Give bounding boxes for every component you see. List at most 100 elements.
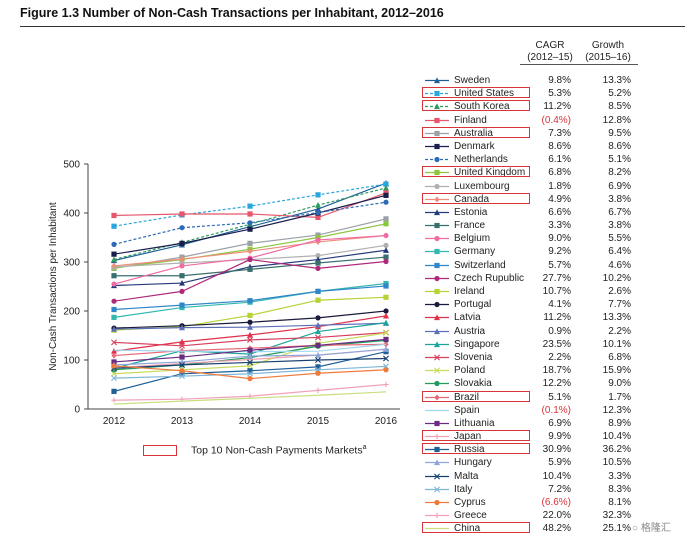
- y-tick-label: 300: [63, 258, 80, 269]
- data-point-russia: [179, 371, 185, 377]
- legend-swatch-france: [425, 222, 449, 229]
- data-point-france: [315, 260, 321, 266]
- legend-item-south-korea: South Korea 11.2% 8.5%: [422, 100, 694, 113]
- cagr-value: 9.8%: [548, 75, 571, 86]
- growth-value: 32.3%: [602, 510, 631, 522]
- cagr-value: 5.1%: [548, 391, 571, 403]
- data-point-czech-rupublic: [179, 288, 185, 294]
- cagr-value: 27.7%: [542, 272, 571, 284]
- legend-label: Slovakia: [454, 378, 492, 390]
- growth-value: 6.9%: [608, 180, 631, 192]
- legend-label: Malta: [454, 470, 479, 482]
- legend-swatch-marker: [434, 157, 440, 163]
- cagr-value: 2.2%: [548, 351, 571, 363]
- data-point-ireland: [247, 312, 253, 319]
- data-point-netherlands: [247, 220, 253, 226]
- growth-value: 8.3%: [608, 483, 631, 495]
- title-divider: [20, 26, 685, 27]
- data-point-lithuania: [383, 336, 389, 343]
- cagr-value: 12.2%: [542, 378, 571, 390]
- legend-swatch-belgium: [425, 236, 449, 242]
- legend-swatch-marker: [434, 209, 440, 215]
- legend-item-estonia: Estonia 6.6% 6.7%: [422, 206, 694, 219]
- data-point-cyprus: [179, 368, 185, 374]
- legend-swatch-marker: [434, 473, 440, 480]
- cagr-value: (6.6%): [541, 497, 571, 508]
- legend-swatch-marker: [434, 183, 440, 189]
- legend-swatch-hungary: [425, 459, 449, 466]
- top10-highlight-box: [422, 430, 530, 442]
- growth-value: 7.7%: [608, 299, 631, 311]
- legend-swatch-austria: [425, 327, 449, 334]
- data-point-sweden: [315, 205, 321, 212]
- top10-highlight-box: [422, 87, 530, 99]
- x-tick-label: 2016: [375, 416, 398, 427]
- legend-item-finland: Finland (0.4%) 12.8%: [422, 114, 694, 127]
- legend-item-singapore: Singapore 23.5% 10.1%: [422, 338, 694, 351]
- legend-item-netherlands: Netherlands 6.1% 5.1%: [422, 153, 694, 166]
- data-point-australia: [247, 240, 253, 246]
- cagr-value: 10.4%: [542, 470, 571, 482]
- data-point-australia: [383, 216, 389, 222]
- growth-header: Growth (2015–16): [578, 40, 638, 65]
- cagr-value: 6.1%: [548, 154, 571, 166]
- data-point-brazil: [111, 352, 117, 359]
- data-point-portugal: [247, 319, 253, 325]
- legend-item-greece: Greece 22.0% 32.3%: [422, 509, 694, 522]
- legend-label: Luxembourg: [454, 180, 510, 192]
- data-point-switzerland: [179, 302, 185, 308]
- data-point-russia: [315, 364, 321, 370]
- cagr-value: 6.9%: [548, 417, 571, 429]
- growth-value: 12.3%: [602, 404, 631, 416]
- data-point-czech-rupublic: [315, 265, 321, 271]
- legend-item-portugal: Portugal 4.1% 7.7%: [422, 298, 694, 311]
- data-point-denmark: [111, 251, 117, 257]
- cagr-value: 48.2%: [542, 523, 571, 535]
- legend-label: Germany: [454, 246, 496, 258]
- legend-swatch-marker: [434, 367, 440, 374]
- data-point-austria: [247, 324, 253, 330]
- growth-value: 10.2%: [602, 272, 631, 284]
- footnote-superscript: a: [362, 444, 367, 451]
- legend-label: Italy: [454, 483, 473, 495]
- data-point-cyprus: [383, 367, 389, 373]
- series-greece: [111, 381, 389, 403]
- legend-label: China: [454, 523, 481, 535]
- growth-value: 4.6%: [608, 259, 631, 271]
- legend-item-russia: Russia 30.9% 36.2%: [422, 443, 694, 456]
- legend-label: United States: [454, 88, 515, 100]
- legend-label: Ireland: [454, 286, 485, 297]
- growth-header-line2: (2015–16): [578, 52, 638, 65]
- data-point-cyprus: [111, 363, 117, 369]
- legend-item-cyprus: Cyprus (6.6%) 8.1%: [422, 496, 694, 509]
- data-point-france: [383, 254, 389, 260]
- data-point-malta: [383, 355, 389, 362]
- legend-item-poland: Poland 18.7% 15.9%: [422, 364, 694, 377]
- legend-swatch-marker: [434, 222, 440, 229]
- legend-swatch-singapore: [425, 341, 449, 347]
- growth-value: 1.7%: [608, 391, 631, 403]
- series-cyprus: [111, 363, 389, 382]
- legend-label: Greece: [454, 510, 487, 522]
- legend-label: Spain: [454, 404, 480, 416]
- data-point-estonia: [179, 279, 185, 286]
- data-point-latvia: [111, 348, 117, 354]
- legend-swatch-marker: [434, 77, 440, 84]
- data-point-lithuania: [247, 347, 253, 353]
- legend-label: Switzerland: [454, 259, 506, 271]
- data-point-netherlands: [111, 241, 117, 247]
- legend-label: Russia: [454, 444, 485, 456]
- data-point-united-states: [247, 203, 253, 209]
- legend-swatch-italy: [425, 486, 449, 493]
- data-point-greece: [315, 387, 321, 393]
- legend-item-france: France 3.3% 3.8%: [422, 219, 694, 232]
- legend-item-malta: Malta 10.4% 3.3%: [422, 470, 694, 483]
- legend-swatch-marker: [434, 486, 440, 493]
- data-point-latvia: [247, 331, 253, 338]
- legend-label: Canada: [454, 193, 490, 205]
- data-point-netherlands: [179, 225, 185, 231]
- cagr-value: 6.8%: [548, 167, 571, 179]
- legend-swatch-sweden: [425, 77, 449, 84]
- growth-value: 8.2%: [608, 167, 631, 179]
- top10-highlight-box: [422, 166, 530, 178]
